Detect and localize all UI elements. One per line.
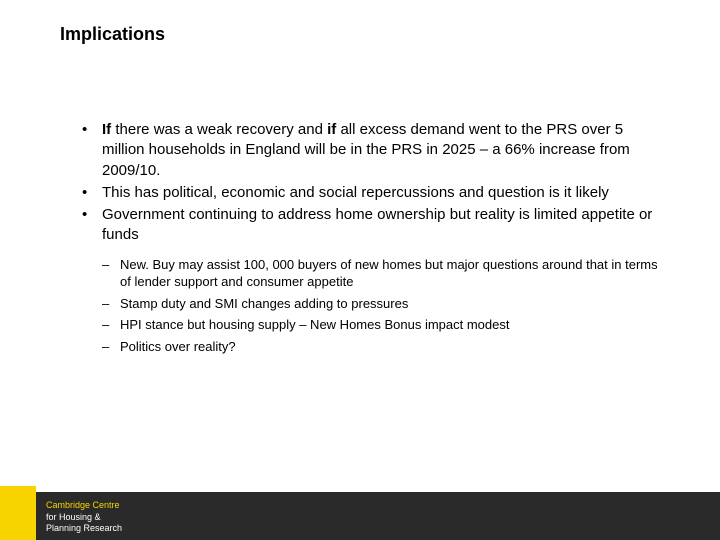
sub-bullet-list: New. Buy may assist 100, 000 buyers of n… (98, 256, 660, 356)
sub-bullet-item: New. Buy may assist 100, 000 buyers of n… (98, 256, 660, 291)
main-bullet-list: If there was a weak recovery and if all … (78, 120, 660, 246)
bullet-bold-mid: if (327, 121, 336, 138)
bullet-item: If there was a weak recovery and if all … (78, 120, 660, 181)
sub-bullet-item: Politics over reality? (98, 338, 660, 356)
bullet-text: This has political, economic and social … (102, 184, 609, 201)
sub-bullet-text: Stamp duty and SMI changes adding to pre… (120, 296, 408, 311)
footer-line3: Planning Research (46, 523, 122, 534)
footer-line2: for Housing & (46, 512, 122, 523)
bullet-text: Government continuing to address home ow… (102, 206, 652, 243)
slide-content: If there was a weak recovery and if all … (78, 120, 660, 359)
sub-bullet-text: New. Buy may assist 100, 000 buyers of n… (120, 257, 658, 290)
bullet-text: there was a weak recovery and (111, 121, 327, 138)
sub-bullet-text: Politics over reality? (120, 339, 236, 354)
sub-bullet-item: HPI stance but housing supply – New Home… (98, 316, 660, 334)
bullet-item: Government continuing to address home ow… (78, 205, 660, 246)
bullet-item: This has political, economic and social … (78, 183, 660, 203)
slide: Implications If there was a weak recover… (0, 0, 720, 540)
sub-bullet-text: HPI stance but housing supply – New Home… (120, 317, 509, 332)
slide-title: Implications (60, 24, 165, 45)
sub-bullet-item: Stamp duty and SMI changes adding to pre… (98, 295, 660, 313)
footer-line1: Cambridge Centre (46, 500, 122, 511)
footer-logo-text: Cambridge Centre for Housing & Planning … (46, 500, 122, 534)
footer-yellow-block (0, 486, 36, 540)
footer: Cambridge Centre for Housing & Planning … (0, 486, 720, 540)
bullet-bold-prefix: If (102, 121, 111, 138)
